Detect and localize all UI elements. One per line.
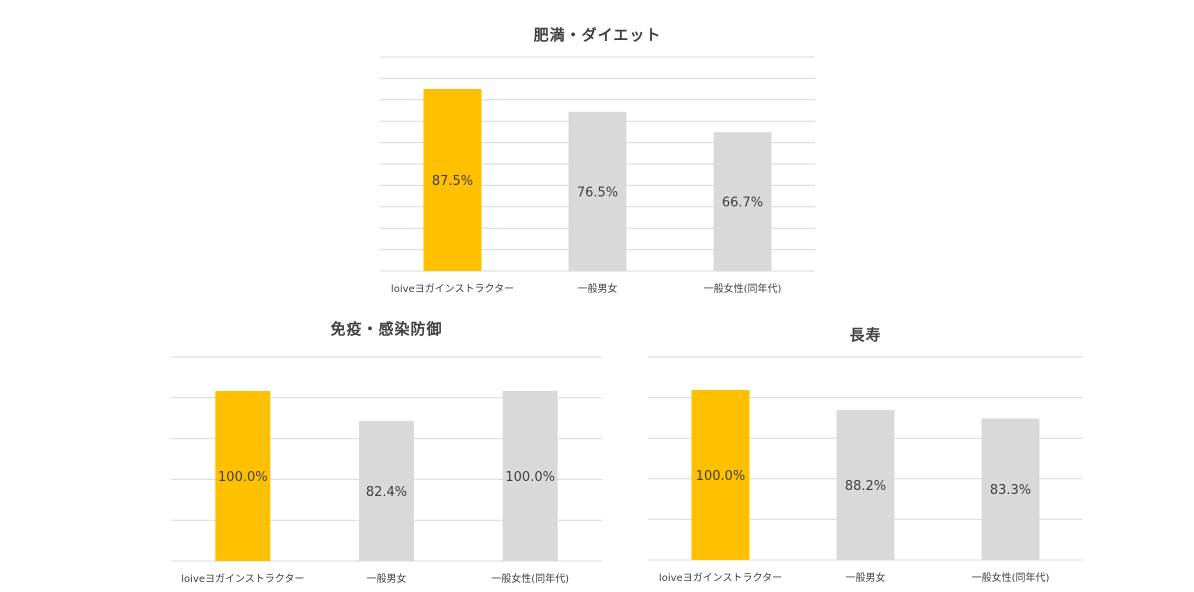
bar: [836, 410, 895, 560]
data-label: 82.4%: [366, 485, 407, 500]
bar: [502, 391, 558, 561]
data-label: 100.0%: [218, 470, 268, 485]
category-label: 一般男女: [366, 574, 407, 585]
bar: [359, 420, 414, 561]
bar: [691, 390, 750, 560]
category-label: 一般男女: [577, 284, 618, 295]
data-label: 100.0%: [505, 470, 555, 485]
category-label: 一般女性(同年代): [703, 284, 782, 295]
data-label: 88.2%: [845, 479, 886, 494]
bar: [981, 418, 1040, 560]
bar: [568, 111, 627, 271]
category-label: loiveヨガインストラクター: [390, 284, 515, 295]
bar: [713, 132, 772, 271]
chart-title: 肥満・ダイエット: [533, 26, 662, 44]
category-label: loiveヨガインストラクター: [658, 573, 783, 584]
data-label: 66.7%: [722, 196, 763, 211]
chart-title: 免疫・感染防御: [330, 320, 443, 338]
data-label: 87.5%: [432, 174, 473, 189]
data-label: 100.0%: [696, 469, 746, 484]
category-label: 一般女性(同年代): [491, 574, 570, 585]
chart-title: 長寿: [849, 326, 882, 344]
data-label: 83.3%: [990, 483, 1031, 498]
category-label: 一般男女: [845, 573, 886, 584]
category-label: loiveヨガインストラクター: [181, 574, 305, 585]
bar: [423, 89, 482, 271]
category-label: 一般女性(同年代): [971, 573, 1050, 584]
chart-obesity-diet: 肥満・ダイエット 87.5% 76.5% 66.7% loiveヨガインストラクター 一…: [380, 26, 815, 295]
bar: [215, 391, 271, 561]
data-label: 76.5%: [577, 185, 618, 200]
